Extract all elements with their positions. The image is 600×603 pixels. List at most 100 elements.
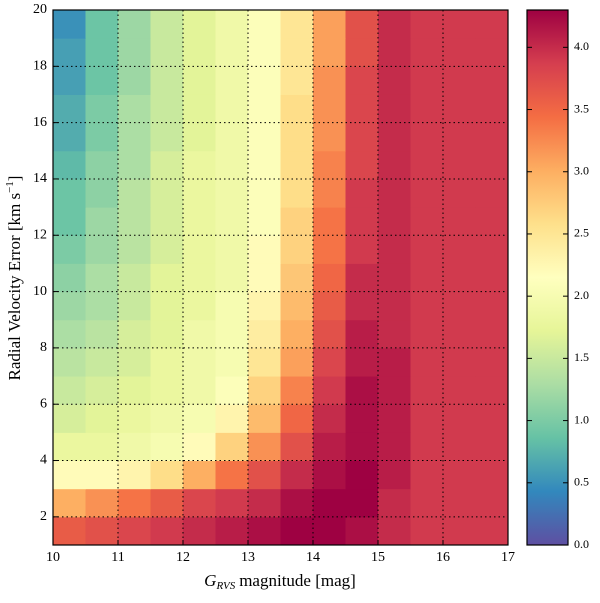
cell: [475, 94, 509, 124]
cell: [313, 235, 346, 264]
cell: [443, 235, 476, 264]
cell: [345, 488, 379, 518]
cell: [118, 263, 151, 293]
cell: [345, 178, 379, 208]
cell: [248, 94, 281, 124]
cell: [248, 347, 281, 377]
cell: [248, 460, 281, 490]
cell: [378, 38, 411, 67]
cell: [313, 263, 346, 293]
cell: [475, 460, 509, 490]
cell: [410, 38, 444, 67]
cell: [215, 10, 249, 39]
cell: [378, 376, 411, 405]
cell: [345, 347, 379, 377]
colorbar: [526, 9, 569, 546]
cell: [280, 66, 314, 95]
cell: [313, 432, 346, 462]
cell: [378, 122, 411, 152]
cell: [248, 376, 281, 405]
cell: [53, 488, 86, 518]
x-tick-label: 11: [111, 550, 124, 565]
cell: [475, 150, 509, 180]
cell: [345, 66, 379, 95]
cell: [183, 460, 216, 490]
cell: [378, 150, 411, 180]
cell: [118, 207, 151, 236]
cell: [215, 178, 249, 208]
cell: [183, 10, 216, 39]
cell: [410, 263, 444, 293]
cell: [475, 178, 509, 208]
cell: [150, 404, 184, 433]
cell: [183, 94, 216, 124]
cell: [443, 291, 476, 321]
cell: [410, 207, 444, 236]
cell: [345, 376, 379, 405]
cell: [150, 263, 184, 293]
cell: [313, 460, 346, 490]
colorbar-tick-label: 2.0: [574, 288, 589, 302]
cell: [280, 150, 314, 180]
cell: [443, 432, 476, 462]
cell: [53, 263, 86, 293]
cell: [313, 150, 346, 180]
cell: [183, 404, 216, 433]
cell: [345, 38, 379, 67]
cell: [280, 94, 314, 124]
cell: [183, 319, 216, 349]
cell: [345, 207, 379, 236]
cell: [183, 66, 216, 95]
cell: [410, 347, 444, 377]
x-label-rest: magnitude [mag]: [239, 571, 356, 590]
cell: [475, 207, 509, 236]
cell: [410, 66, 444, 95]
cell: [248, 488, 281, 518]
cell: [475, 263, 509, 293]
cell: [85, 291, 119, 321]
y-tick-label: 18: [33, 59, 47, 74]
x-tick-label: 12: [176, 550, 190, 565]
cell: [53, 516, 86, 546]
cell: [313, 207, 346, 236]
cell: [475, 291, 509, 321]
cell: [215, 404, 249, 433]
cell: [280, 516, 314, 546]
cell: [313, 404, 346, 433]
cell: [345, 404, 379, 433]
cell: [183, 178, 216, 208]
cell: [280, 38, 314, 67]
cell: [53, 291, 86, 321]
cell: [183, 235, 216, 264]
cell: [85, 178, 119, 208]
cell: [85, 94, 119, 124]
cell: [313, 516, 346, 546]
cell: [410, 432, 444, 462]
cell: [443, 94, 476, 124]
cell: [215, 235, 249, 264]
cell: [378, 404, 411, 433]
cell: [443, 488, 476, 518]
cell: [183, 516, 216, 546]
cell: [313, 376, 346, 405]
cell: [215, 460, 249, 490]
cell: [215, 150, 249, 180]
cell: [248, 66, 281, 95]
y-label-end: ]: [5, 176, 24, 182]
cell: [53, 122, 86, 152]
cell: [215, 291, 249, 321]
cell: [118, 319, 151, 349]
cell: [85, 376, 119, 405]
cell: [345, 516, 379, 546]
colorbar-tick-label: 4.0: [574, 39, 589, 53]
cell: [410, 376, 444, 405]
cell: [85, 460, 119, 490]
cell: [378, 291, 411, 321]
cell: [150, 488, 184, 518]
cell: [443, 347, 476, 377]
cell: [410, 319, 444, 349]
cell: [475, 432, 509, 462]
x-tick-label: 14: [306, 550, 320, 565]
colorbar-tick-label: 0.5: [574, 475, 589, 489]
cell: [53, 432, 86, 462]
